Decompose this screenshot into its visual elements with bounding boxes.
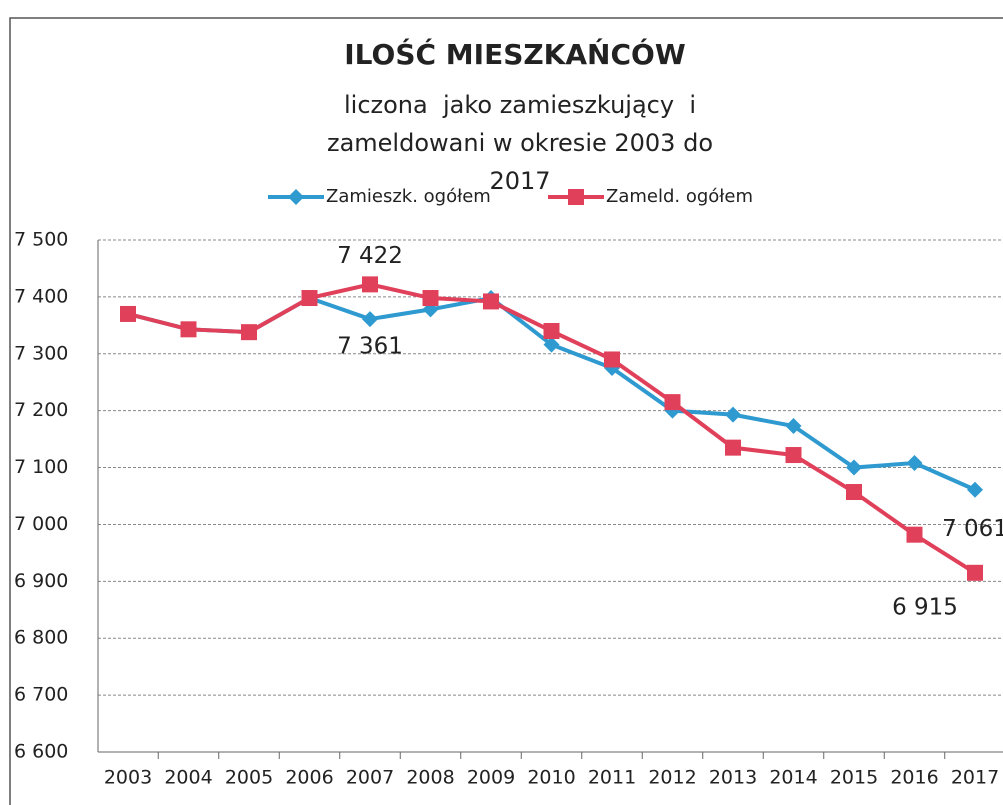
x-tick-label: 2008 [406,767,454,789]
x-tick-label: 2017 [951,767,999,789]
x-tick-label: 2013 [709,767,757,789]
legend-label: Zameld. ogółem [606,186,753,207]
data-point [906,455,923,472]
data-point [785,447,802,464]
data-point [785,418,802,435]
x-tick-label: 2003 [104,767,152,789]
data-point [422,290,439,307]
y-tick-label: 6 800 [14,627,68,649]
data-point [967,481,983,498]
y-tick-label: 7 300 [14,342,68,364]
x-tick-label: 2007 [346,767,394,789]
x-tick-label: 2011 [588,767,636,789]
y-tick-label: 6 900 [14,570,68,592]
x-tick-label: 2015 [830,767,878,789]
data-label: 7 061 [942,516,1003,542]
data-point [725,439,741,456]
data-point [362,276,378,293]
y-tick-label: 7 100 [14,456,68,478]
y-tick-label: 7 000 [14,513,68,535]
x-tick-label: 2004 [164,767,212,789]
data-point [241,324,257,341]
data-point [543,336,560,353]
data-point [846,459,862,476]
x-tick-label: 2010 [527,767,575,789]
data-point [604,351,620,368]
y-tick-label: 7 200 [14,399,68,421]
y-tick-label: 6 700 [14,684,68,706]
x-tick-label: 2005 [225,767,273,789]
y-tick-label: 7 400 [14,285,68,307]
data-label: 7 361 [337,334,403,360]
data-point [120,305,136,322]
data-point [543,323,560,340]
data-point [362,311,378,328]
chart-frame [9,17,1003,805]
data-point [725,406,741,423]
x-tick-label: 2006 [285,767,333,789]
data-point [664,394,681,411]
x-tick-label: 2012 [648,767,696,789]
x-tick-label: 2009 [467,767,515,789]
data-label: 6 915 [892,594,958,620]
x-tick-label: 2016 [890,767,938,789]
chart-subtitle: liczona jako zamieszkujący i zameldowani… [326,91,721,195]
data-point [967,564,983,581]
y-tick-label: 7 500 [14,229,68,251]
data-point [301,290,318,307]
data-point [846,484,862,501]
data-label: 7 422 [337,243,403,269]
legend-marker [288,189,304,205]
y-tick-label: 6 600 [14,741,68,763]
data-point [180,321,197,338]
legend-marker [568,189,584,205]
data-point [906,526,923,543]
legend-label: Zamieszk. ogółem [326,186,491,207]
chart-title: ILOŚĆ MIESZKAŃCÓW [344,38,686,71]
x-tick-label: 2014 [769,767,817,789]
data-point [483,293,499,310]
